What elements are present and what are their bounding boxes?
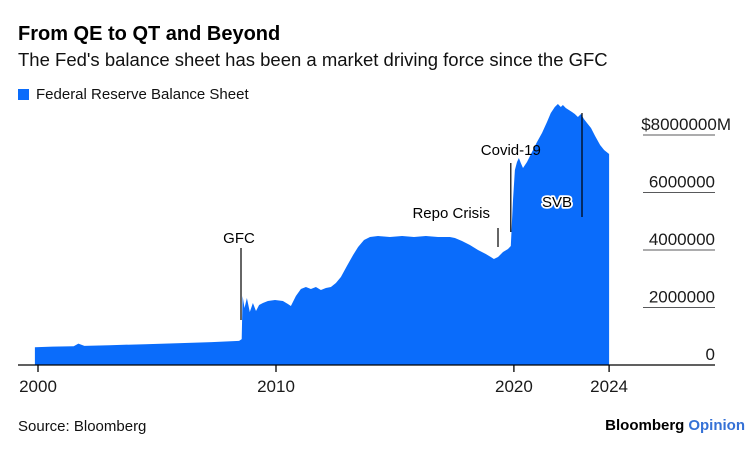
brand-name: Bloomberg bbox=[605, 417, 685, 434]
plot-area: $8000000M 6000000 4000000 2000000 0 2000 2010 2… bbox=[18, 95, 731, 400]
annotation-label-covid-19: Covid-19 bbox=[481, 142, 541, 159]
legend-swatch-icon bbox=[18, 89, 29, 100]
y-tick-label: $8000000M bbox=[641, 115, 731, 134]
y-tick-label: 2000000 bbox=[649, 288, 715, 307]
annotation-label-repo-crisis: Repo Crisis bbox=[412, 205, 490, 222]
y-tick-label: 4000000 bbox=[649, 230, 715, 249]
legend: Federal Reserve Balance Sheet bbox=[18, 86, 249, 103]
legend-label: Federal Reserve Balance Sheet bbox=[36, 86, 249, 103]
chart-title: From QE to QT and Beyond bbox=[18, 23, 281, 45]
y-tick-label: 0 bbox=[706, 345, 715, 364]
x-tick-label: 2024 bbox=[590, 377, 628, 396]
x-tick-label: 2010 bbox=[257, 377, 295, 396]
chart-subtitle: The Fed's balance sheet has been a marke… bbox=[18, 49, 608, 70]
annotation-label-gfc: GFC bbox=[223, 230, 255, 247]
source-note: Source: Bloomberg bbox=[18, 418, 147, 435]
balance-sheet-area-chart: $8000000M 6000000 4000000 2000000 0 2000 2010 2… bbox=[18, 104, 731, 396]
annotation-label-svb: SVB bbox=[542, 194, 572, 211]
brand-suffix: Opinion bbox=[688, 417, 745, 434]
x-tick-label: 2020 bbox=[495, 377, 533, 396]
x-tick-label: 2000 bbox=[19, 377, 57, 396]
area-series bbox=[34, 104, 610, 365]
bloomberg-opinion-logo: Bloomberg Opinion bbox=[605, 417, 745, 434]
y-tick-label: 6000000 bbox=[649, 173, 715, 192]
